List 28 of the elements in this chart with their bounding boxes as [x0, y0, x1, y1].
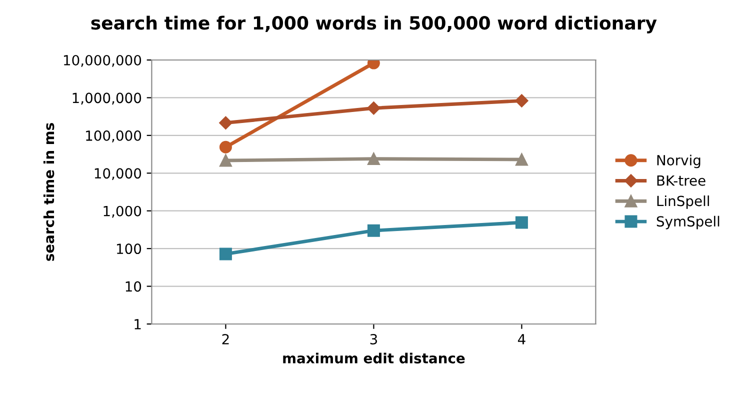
point: [515, 153, 528, 166]
y-tick-label: 100,000: [86, 130, 142, 142]
y-tick-label: 10,000,000: [64, 54, 142, 67]
point: [367, 152, 380, 166]
y-tick-label: 1,000,000: [72, 92, 142, 105]
point: [367, 224, 380, 237]
point: [219, 116, 232, 130]
chart-title: search time for 1,000 words in 500,000 word dictionary: [91, 16, 657, 34]
point: [219, 140, 232, 154]
point: [367, 102, 380, 115]
point: [515, 216, 528, 229]
y-tick-label: 10,000: [94, 168, 142, 180]
point: [515, 94, 528, 108]
legend-label: Norvig: [657, 154, 700, 168]
point: [219, 154, 232, 167]
x-tick-label: 3: [370, 334, 378, 344]
y-tick-label: 100: [116, 244, 142, 254]
y-axis-title: search time in ms: [43, 123, 54, 261]
legend-label: BK-tree: [657, 176, 706, 186]
y-tick-label: 1: [134, 319, 141, 330]
x-axis-title: maximum edit distance: [283, 352, 465, 364]
y-tick-label: 1,000: [104, 206, 142, 218]
y-tick-label: 10: [126, 281, 142, 292]
x-tick-label: 4: [518, 334, 526, 344]
x-tick-label: 2: [222, 334, 229, 344]
point: [219, 248, 232, 260]
legend-label: SymSpell: [656, 216, 720, 230]
legend-label: LinSpell: [657, 195, 709, 209]
